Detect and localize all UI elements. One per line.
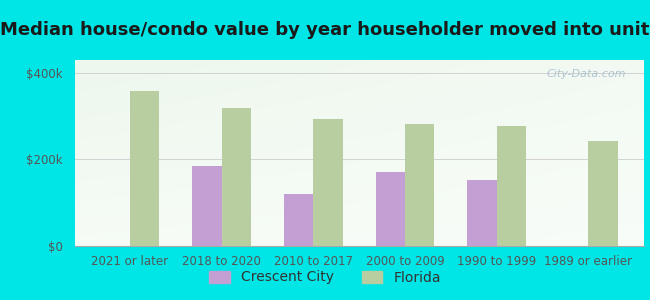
Bar (405, 124, 434, 246)
Bar (284, 194, 313, 246)
Text: City-Data.com: City-Data.com (547, 69, 627, 79)
Bar (130, 91, 159, 246)
Bar (192, 166, 222, 246)
Bar (222, 108, 251, 246)
Bar (467, 180, 497, 246)
Bar (497, 126, 526, 246)
Text: Median house/condo value by year householder moved into unit: Median house/condo value by year househo… (0, 21, 650, 39)
Bar (313, 119, 343, 246)
Bar (376, 172, 405, 246)
Legend: Crescent City, Florida: Crescent City, Florida (203, 265, 447, 290)
Bar (588, 141, 618, 246)
